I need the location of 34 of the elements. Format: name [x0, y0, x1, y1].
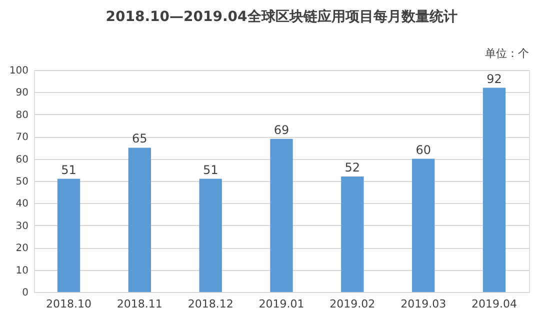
y-tick-label: 10: [16, 265, 28, 276]
y-tick-label: 40: [16, 198, 28, 210]
x-tick-label: 2018.10: [46, 298, 92, 310]
x-tick-label: 2019.02: [330, 298, 376, 310]
x-tick-label: 2018.11: [116, 298, 162, 310]
bar: [412, 158, 435, 292]
data-label: 65: [132, 132, 148, 146]
bar: [270, 138, 293, 292]
bar: [482, 88, 506, 292]
data-label: 69: [274, 122, 290, 137]
data-label: 51: [61, 162, 76, 177]
chart-title: 2018.10—2019.04全球区块链应用项目每月数量统计: [106, 8, 458, 25]
y-tick-label: 90: [16, 88, 28, 99]
bar: [341, 176, 364, 292]
x-tick-label: 2019.04: [472, 298, 517, 310]
data-label: 92: [486, 72, 502, 86]
y-tick-label: 0: [22, 288, 28, 298]
bar: [57, 178, 80, 292]
data-label: 60: [416, 142, 431, 157]
y-tick-label: 50: [16, 176, 28, 188]
bar: [128, 148, 152, 292]
y-tick-label: 30: [16, 220, 28, 232]
x-tick-label: 2018.12: [188, 298, 234, 310]
bar: [199, 178, 222, 292]
data-label: 51: [202, 162, 218, 177]
y-tick-label: 80: [16, 110, 28, 121]
y-tick-label: 70: [16, 132, 28, 144]
y-tick-label: 100: [9, 66, 28, 76]
x-tick-label: 2019.01: [258, 298, 304, 310]
x-tick-label: 2019.03: [400, 298, 446, 310]
data-label: 52: [344, 160, 360, 175]
y-tick-label: 20: [16, 243, 28, 254]
y-tick-label: 60: [16, 154, 28, 166]
text: 单位：个: [485, 47, 529, 60]
